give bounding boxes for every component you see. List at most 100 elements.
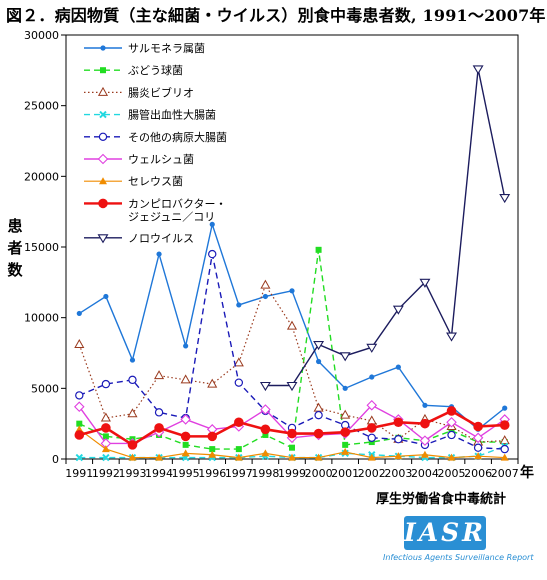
legend-label: ジェジュニ／コリ (128, 210, 215, 223)
data-point (128, 453, 137, 461)
data-point (342, 385, 348, 391)
data-point (260, 279, 271, 289)
data-point (154, 370, 165, 380)
x-tick-label: 2006 (464, 467, 492, 480)
y-tick-label: 25000 (24, 100, 59, 113)
x-tick-label: 1999 (278, 467, 306, 480)
data-point (288, 453, 296, 461)
data-point (102, 433, 109, 440)
legend-label: セレウス菌 (128, 175, 183, 188)
data-point (314, 453, 323, 461)
legend-label: サルモネラ属菌 (128, 42, 205, 55)
data-point (447, 430, 456, 440)
data-point (128, 375, 137, 385)
x-tick-label: 1992 (92, 467, 120, 480)
data-point (76, 310, 82, 317)
data-point (341, 447, 350, 455)
data-point (419, 278, 431, 288)
data-point (446, 332, 458, 342)
data-point (446, 416, 457, 428)
x-tick-label: 1994 (145, 467, 173, 480)
data-point (313, 340, 325, 351)
legend-swatch-marker (97, 234, 109, 244)
data-point (103, 293, 109, 300)
legend-swatch-marker (99, 110, 107, 119)
y-tick-label: 15000 (24, 241, 59, 254)
data-point (447, 453, 456, 461)
data-point (261, 449, 270, 457)
data-point (472, 65, 484, 75)
series-line (79, 253, 505, 450)
x-tick-label: 2005 (438, 467, 466, 480)
data-point (101, 423, 111, 433)
data-point (395, 364, 401, 370)
data-point (369, 374, 375, 380)
x-tick-label: 1995 (172, 467, 200, 480)
data-point (233, 357, 244, 367)
data-point (394, 452, 403, 460)
data-point (315, 358, 322, 365)
legend-label: 腸炎ビブリオ (128, 85, 194, 99)
data-point (74, 430, 85, 440)
data-point (500, 444, 509, 454)
legend-label: 腸管出血性大腸菌 (128, 108, 216, 122)
data-point (209, 221, 215, 227)
data-point (393, 417, 404, 428)
data-point (314, 410, 323, 420)
y-tick-label: 5000 (31, 382, 59, 395)
data-point (446, 406, 457, 416)
data-point (315, 246, 322, 253)
data-point (313, 402, 324, 412)
x-tick-label: 2000 (305, 467, 333, 480)
data-point (260, 424, 271, 435)
data-point (394, 435, 403, 444)
legend-label: その他の病原大腸菌 (128, 130, 227, 144)
data-point (154, 423, 164, 433)
data-point (420, 450, 429, 458)
data-point (419, 435, 431, 446)
data-point (127, 440, 138, 450)
y-axis-label-char: 数 (7, 261, 23, 279)
data-point (101, 445, 110, 453)
data-point (472, 432, 484, 444)
data-point (262, 293, 269, 300)
legend-label: ウェルシュ菌 (128, 153, 194, 166)
data-point (208, 249, 217, 259)
data-point (207, 431, 218, 442)
data-point (289, 288, 295, 294)
x-tick-label: 1993 (118, 467, 146, 480)
data-point (234, 417, 244, 428)
data-point (180, 431, 191, 442)
x-tick-label: 1991 (65, 467, 93, 480)
x-tick-label: 2007 (491, 467, 519, 480)
legend-swatch-marker (98, 132, 108, 141)
data-point (209, 446, 216, 453)
data-point (101, 379, 111, 389)
legend-swatch-marker (100, 45, 106, 51)
data-point (183, 343, 189, 349)
data-point (181, 449, 190, 457)
data-point (502, 405, 508, 411)
x-tick-label: 1996 (198, 467, 226, 480)
data-point (499, 435, 510, 445)
y-axis-label-char: 患 (7, 217, 23, 235)
series-line (78, 283, 505, 443)
data-point (313, 428, 324, 439)
x-tick-label: 2003 (384, 467, 412, 480)
iasr-logo-text: IASR (404, 518, 486, 547)
legend-swatch-marker (100, 67, 106, 74)
data-point (473, 421, 483, 432)
data-point (235, 446, 242, 453)
data-point (366, 343, 378, 353)
series-line (78, 249, 505, 450)
chart-title: 図２．病因物質（主な細菌・ウイルス）別食中毒患者数, 1991〜2007年 (6, 6, 546, 25)
data-point (339, 352, 351, 362)
data-point (448, 427, 455, 434)
data-point (342, 441, 349, 448)
data-point (286, 381, 298, 392)
data-point (208, 450, 217, 458)
data-point (474, 452, 483, 460)
data-point (155, 453, 164, 461)
data-point (180, 414, 191, 425)
